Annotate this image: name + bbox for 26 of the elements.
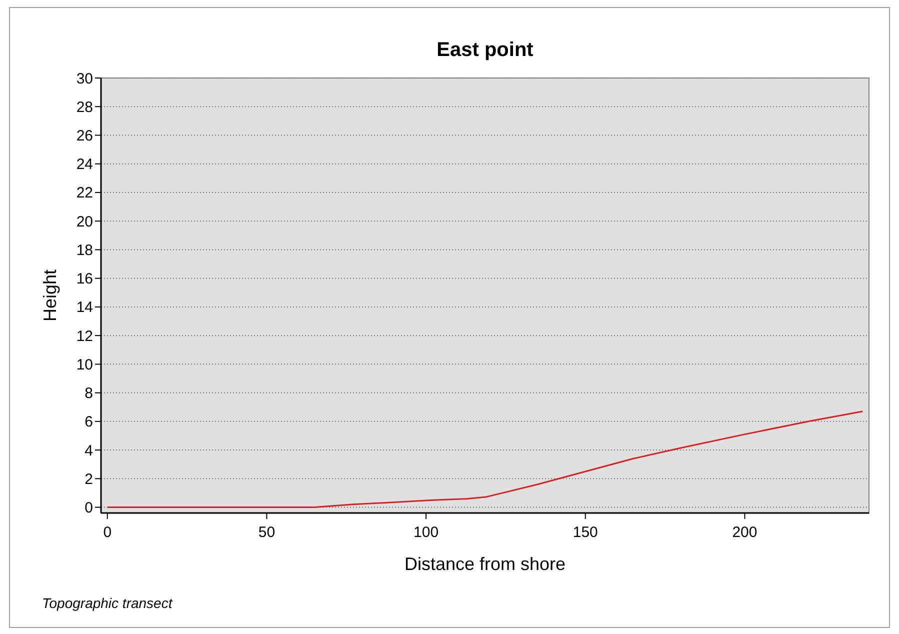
x-axis-title: Distance from shore [404,554,566,574]
y-tick-label: 12 [76,328,93,345]
y-tick-label: 0 [84,500,93,517]
y-tick-label: 8 [84,385,93,402]
text: Topographic transect [42,595,174,611]
y-tick-label: 28 [76,98,93,116]
chart-title: East point [436,39,534,61]
y-tick-label: 30 [76,70,93,88]
y-tick-label: 16 [76,270,93,288]
x-tick-label: 50 [258,524,276,541]
x-tick-label: 150 [572,524,598,541]
x-tick-label: 0 [103,524,112,541]
x-tick-label: 200 [732,524,758,541]
y-tick-label: 4 [84,442,93,460]
y-tick-label: 14 [76,299,93,316]
y-tick-label: 18 [76,242,93,259]
y-tick-label: 2 [84,470,93,488]
line-series [106,410,864,508]
y-tick-label: 22 [76,184,93,202]
y-tick-label: 10 [76,356,93,374]
y-axis-title: Height [40,269,60,322]
y-tick-label: 26 [76,127,93,144]
y-tick-label: 20 [76,213,93,230]
y-tick-label: 24 [76,156,93,174]
y-tick-label: 6 [84,414,93,431]
x-tick-label: 100 [414,524,439,541]
